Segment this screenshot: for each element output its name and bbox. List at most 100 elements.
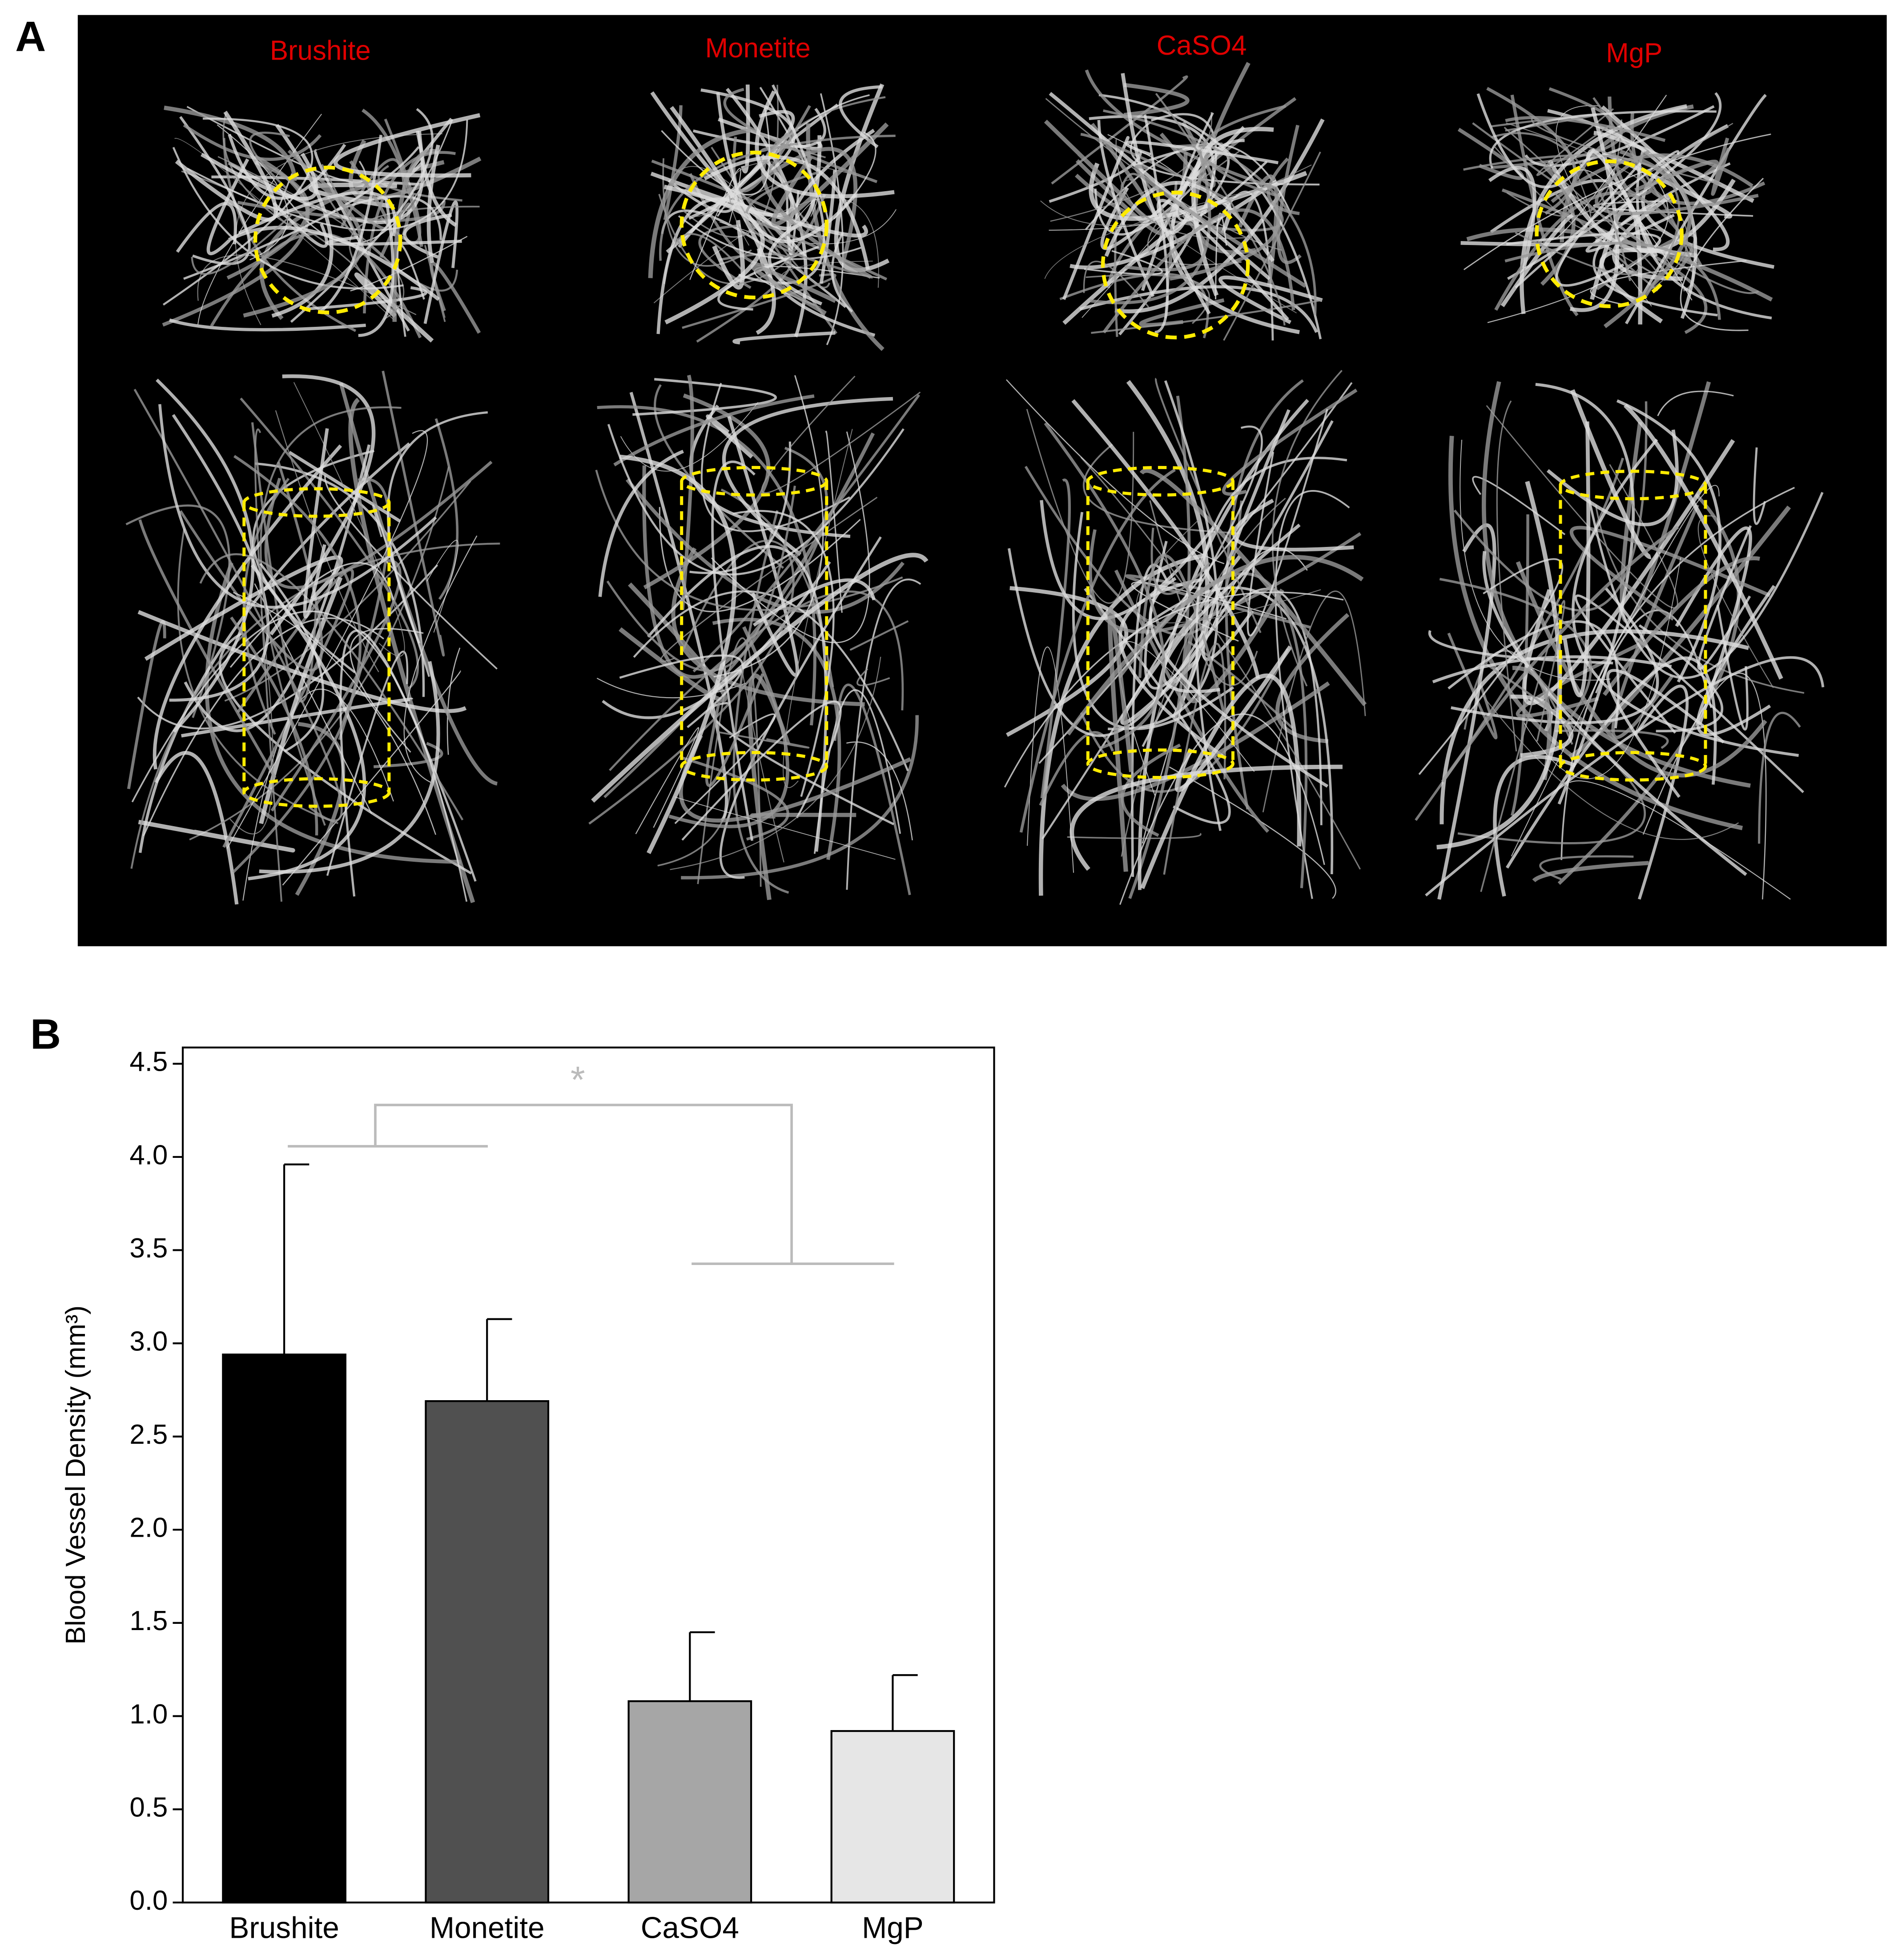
- roi-circle: [1535, 159, 1684, 308]
- vessel: [1612, 193, 1683, 281]
- vessel: [711, 460, 756, 841]
- vessel: [1082, 443, 1240, 534]
- vessel: [704, 155, 870, 270]
- vessel: [1262, 590, 1366, 812]
- vessel: [1439, 578, 1592, 728]
- vessel: [1026, 409, 1134, 604]
- vessel: [670, 656, 881, 870]
- y-axis-title: Blood Vessel Density (mm³): [60, 1305, 91, 1645]
- vessel: [183, 146, 420, 280]
- vessel: [729, 161, 861, 246]
- panel-label: A: [15, 13, 46, 60]
- vessel: [1267, 157, 1300, 215]
- y-tick-label: 0.5: [129, 1792, 168, 1823]
- vessel: [1223, 151, 1321, 341]
- vessel: [1506, 232, 1661, 249]
- vessel: [259, 562, 324, 753]
- significance-star: *: [571, 1059, 585, 1100]
- vessel: [606, 486, 796, 672]
- vessel: [1601, 105, 1730, 252]
- vessel: [1463, 133, 1771, 270]
- vessel: [217, 156, 405, 320]
- vessel: [1436, 481, 1562, 850]
- vessel: [1125, 141, 1279, 165]
- vessel: [1428, 630, 1613, 665]
- vessel: [1114, 118, 1325, 313]
- vessel: [1588, 492, 1824, 679]
- vessel: [674, 713, 776, 824]
- vessel: [232, 455, 362, 873]
- y-tick-label: 3.0: [129, 1326, 168, 1357]
- vessel: [661, 108, 771, 196]
- bar: [627, 1700, 752, 1904]
- vessel: [1568, 505, 1791, 759]
- vessel: [1119, 713, 1325, 905]
- vessel: [1486, 87, 1577, 215]
- vessel: [692, 394, 921, 673]
- vessel: [1432, 655, 1672, 683]
- vessel: [761, 375, 921, 494]
- vessel: [1128, 395, 1191, 899]
- vessel: [1080, 457, 1361, 870]
- y-tick-label: 3.5: [129, 1233, 168, 1264]
- x-tick-label: Monetite: [430, 1911, 545, 1944]
- vessel: [158, 404, 437, 609]
- vessel: [249, 132, 290, 190]
- vessel: [1218, 275, 1323, 324]
- vessel: [1437, 523, 1496, 900]
- vessel: [725, 88, 808, 337]
- vessel: [1123, 83, 1190, 117]
- vessel: [660, 497, 878, 662]
- vessel: [663, 105, 683, 221]
- vessel: [1044, 120, 1146, 218]
- vessel: [1202, 104, 1287, 197]
- vessel: [705, 673, 764, 787]
- roi-cylinder-bottom: [1559, 751, 1707, 782]
- vessel: [153, 444, 342, 770]
- vessel: [1451, 587, 1659, 724]
- vessel: [635, 727, 700, 835]
- significance-bracket: [288, 1104, 894, 1265]
- vessel: [1494, 191, 1703, 311]
- vessel: [1183, 586, 1284, 703]
- vessel: [1488, 166, 1536, 269]
- vessel: [1539, 855, 1634, 880]
- bar: [830, 1730, 955, 1904]
- vessel: [591, 553, 929, 803]
- vessel: [778, 199, 817, 241]
- vessel: [1711, 137, 1730, 196]
- vessel: [138, 442, 410, 853]
- vessel: [1121, 743, 1181, 837]
- roi-circle: [253, 165, 402, 315]
- vessel: [1149, 577, 1329, 788]
- vessel: [1040, 478, 1071, 799]
- vessel: [1163, 643, 1226, 875]
- vessel: [619, 654, 744, 728]
- vessel: [183, 124, 322, 161]
- vessel: [1615, 211, 1649, 248]
- vessel: [1464, 650, 1573, 745]
- vessel: [670, 106, 776, 335]
- vessel: [154, 751, 239, 905]
- vessel: [1505, 116, 1666, 142]
- vessel: [1085, 69, 1276, 190]
- vessel: [162, 117, 314, 306]
- vessel: [326, 236, 462, 246]
- vessel: [228, 225, 440, 301]
- vessel: [732, 331, 836, 345]
- vessel: [1590, 123, 1733, 213]
- y-tick-label: 4.5: [129, 1047, 168, 1077]
- vessel: [1155, 93, 1286, 326]
- vessel: [1504, 127, 1658, 275]
- error-bar: [486, 1318, 512, 1402]
- vessel: [430, 261, 481, 334]
- vessel: [303, 428, 329, 619]
- vessel: [1496, 400, 1517, 751]
- vessel: [722, 397, 893, 556]
- vessel: [1107, 606, 1134, 872]
- vessel: [1121, 73, 1193, 235]
- vessel: [752, 578, 876, 627]
- error-bar: [283, 1163, 310, 1355]
- error-bar: [892, 1674, 918, 1731]
- vessel: [1638, 624, 1724, 732]
